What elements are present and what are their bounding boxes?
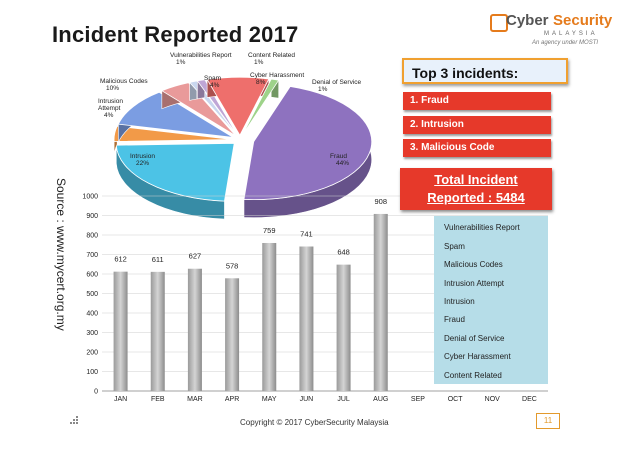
pie-label: Denial of Service bbox=[312, 79, 362, 86]
cybersecurity-logo: Cyber Security MALAYSIA An agency under … bbox=[488, 10, 614, 52]
x-tick-label: NOV bbox=[485, 396, 501, 403]
pie-percent-label: 10% bbox=[106, 85, 119, 92]
bar-value-label: 908 bbox=[374, 197, 387, 206]
bar-legend-panel bbox=[434, 216, 548, 384]
pie-slice bbox=[160, 82, 237, 137]
pie-percent-label: 1% bbox=[176, 59, 186, 66]
logo-tagline: An agency under MOSTI bbox=[532, 40, 599, 46]
x-tick-label: FEB bbox=[151, 396, 165, 403]
x-tick-label: OCT bbox=[448, 396, 464, 403]
bar-chart: 0 100 200 300 400 500 600 700 800 900 1000 JAN 612 FE… bbox=[82, 194, 548, 403]
pie-label: Intrusion bbox=[130, 153, 155, 160]
bar-value-label: 759 bbox=[263, 226, 276, 235]
x-tick-label: APR bbox=[225, 396, 239, 403]
bar-value-label: 611 bbox=[152, 255, 164, 264]
pie-percent-label: 44% bbox=[336, 160, 349, 167]
legend-entry: Vulnerabilities Report bbox=[444, 223, 520, 232]
total-line1: Total Incident bbox=[434, 172, 518, 187]
y-tick-label: 800 bbox=[86, 233, 98, 240]
legend-entry: Malicious Codes bbox=[444, 260, 503, 269]
top3-item-3: 3. Malicious Code bbox=[403, 139, 551, 157]
legend-entry: Content Related bbox=[444, 371, 502, 380]
page-number: 11 bbox=[536, 413, 560, 429]
pie-slice bbox=[243, 86, 373, 201]
bar-value-label: 627 bbox=[189, 252, 202, 261]
bar bbox=[336, 264, 351, 391]
bar bbox=[299, 246, 314, 391]
x-tick-label: JUL bbox=[337, 396, 350, 403]
pie-percent-label: 1% bbox=[318, 86, 328, 93]
legend-entry: Spam bbox=[444, 242, 465, 251]
total-line2: Reported : 5484 bbox=[427, 190, 525, 205]
bar-value-label: 612 bbox=[114, 255, 127, 264]
x-tick-label: JAN bbox=[114, 396, 127, 403]
legend-entry: Fraud bbox=[444, 315, 465, 324]
pie-label: Content Related bbox=[248, 52, 295, 59]
page-title: Incident Reported 2017 bbox=[52, 22, 299, 47]
pie-label: Spam bbox=[204, 75, 221, 82]
bar-value-label: 578 bbox=[226, 261, 239, 270]
pie-label: Intrusion bbox=[98, 98, 123, 105]
x-tick-label: JUN bbox=[300, 396, 314, 403]
pie-slice bbox=[241, 78, 280, 136]
total-incident-box: Total Incident Reported : 5484 bbox=[400, 168, 552, 210]
x-tick-label: MAY bbox=[262, 396, 277, 403]
y-tick-label: 100 bbox=[86, 369, 98, 376]
bar bbox=[187, 268, 202, 391]
y-tick-label: 700 bbox=[86, 252, 98, 259]
pie-label: Attempt bbox=[98, 105, 121, 112]
bar bbox=[262, 242, 277, 391]
top3-item-1: 1. Fraud bbox=[403, 92, 551, 110]
logo-mark-icon bbox=[490, 14, 508, 32]
logo-subtitle: MALAYSIA bbox=[544, 31, 598, 37]
pie-percent-label: 8% bbox=[256, 79, 266, 86]
pie-percent-label: 4% bbox=[210, 82, 220, 89]
source-label: Source : www.mycert.org.my bbox=[54, 178, 68, 331]
bar bbox=[225, 278, 240, 391]
legend-entry: Intrusion Attempt bbox=[444, 279, 505, 288]
logo-word-security: Security bbox=[553, 12, 613, 29]
bar bbox=[113, 271, 128, 391]
pie-slice bbox=[113, 125, 233, 142]
pie-percent-label: 22% bbox=[136, 160, 149, 167]
bar-value-label: 648 bbox=[337, 248, 350, 257]
pie-slice bbox=[115, 142, 235, 202]
y-tick-label: 1000 bbox=[82, 194, 98, 201]
y-tick-label: 300 bbox=[86, 330, 98, 337]
logo-word-cyber: Cyber bbox=[506, 12, 549, 29]
legend-entry: Denial of Service bbox=[444, 334, 505, 343]
pie-label: Cyber Harassment bbox=[250, 72, 304, 79]
grid-dots-icon bbox=[70, 416, 78, 424]
copyright-text: Copyright © 2017 CyberSecurity Malaysia bbox=[240, 418, 389, 427]
pie-label: Vulnerabilities Report bbox=[170, 52, 232, 59]
y-tick-label: 0 bbox=[94, 389, 98, 396]
top3-heading: Top 3 incidents: bbox=[402, 58, 568, 84]
y-tick-label: 600 bbox=[86, 272, 98, 279]
pie-chart: Fraud44%Intrusion22%IntrusionAttempt4%Ma… bbox=[98, 52, 373, 220]
pie-percent-label: 1% bbox=[254, 59, 264, 66]
pie-slice bbox=[206, 76, 270, 137]
pie-percent-label: 4% bbox=[104, 112, 114, 119]
x-tick-label: SEP bbox=[411, 396, 425, 403]
legend-entry: Cyber Harassment bbox=[444, 352, 511, 361]
x-tick-label: AUG bbox=[373, 396, 388, 403]
top3-item-2: 2. Intrusion bbox=[403, 116, 551, 134]
y-tick-label: 400 bbox=[86, 311, 98, 318]
legend-entry: Intrusion bbox=[444, 297, 475, 306]
pie-slice bbox=[117, 91, 234, 138]
y-tick-label: 200 bbox=[86, 350, 98, 357]
y-tick-label: 500 bbox=[86, 291, 98, 298]
y-tick-label: 900 bbox=[86, 213, 98, 220]
pie-label: Fraud bbox=[330, 153, 347, 160]
bar bbox=[150, 271, 165, 391]
bar-value-label: 741 bbox=[300, 230, 313, 239]
bar bbox=[373, 213, 388, 391]
x-tick-label: DEC bbox=[522, 396, 537, 403]
x-tick-label: MAR bbox=[187, 396, 203, 403]
pie-label: Malicious Codes bbox=[100, 78, 148, 85]
